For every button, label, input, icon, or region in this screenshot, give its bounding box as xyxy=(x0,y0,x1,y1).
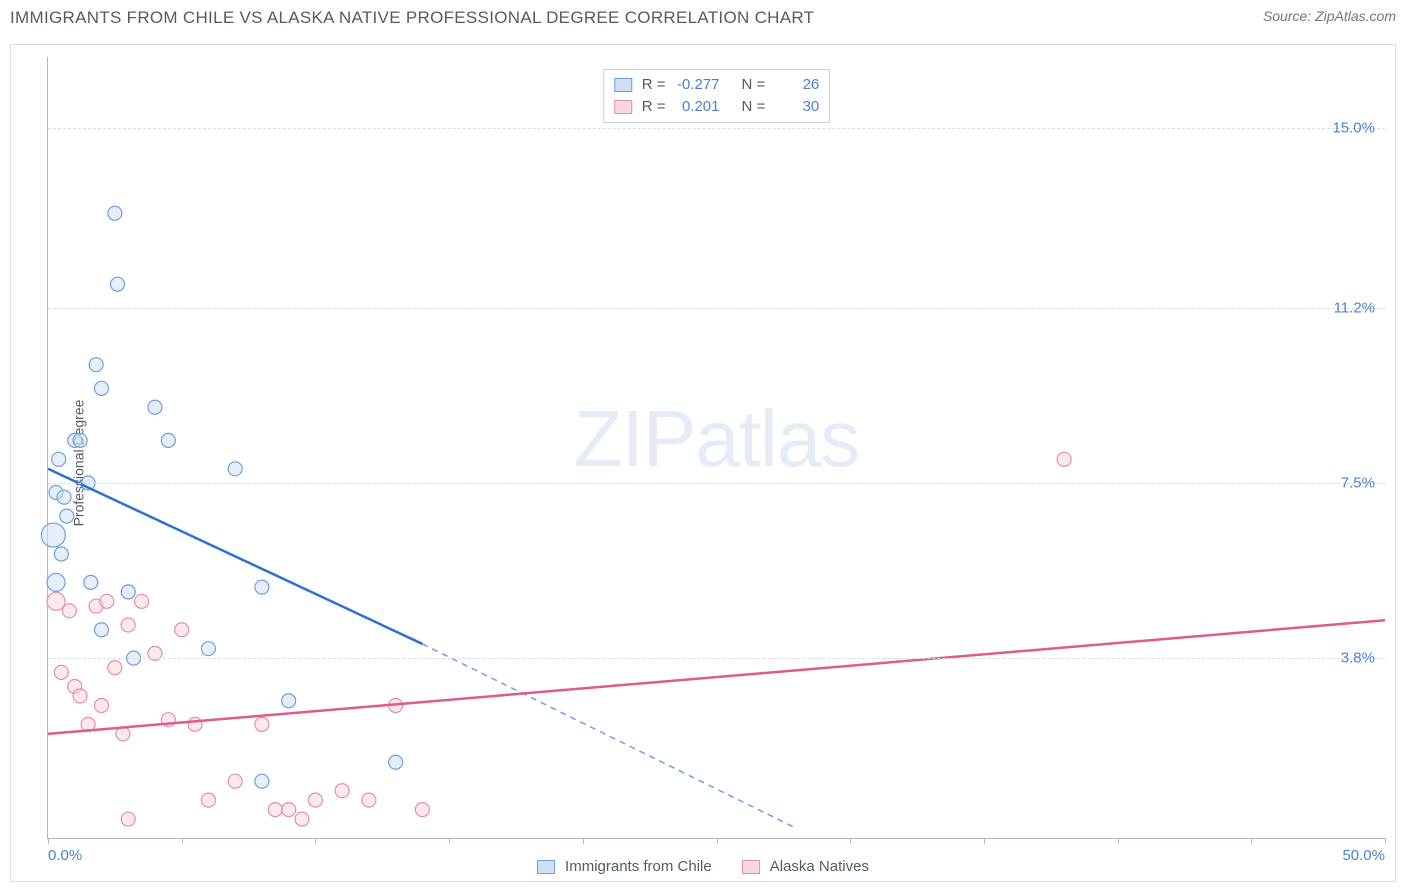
scatter-point-a xyxy=(57,490,71,504)
scatter-point-b xyxy=(94,698,108,712)
trend-line-a-solid xyxy=(48,469,422,644)
scatter-point-b xyxy=(62,604,76,618)
scatter-point-a xyxy=(54,547,68,561)
n-value-a: 26 xyxy=(771,74,819,96)
n-label: N = xyxy=(742,96,766,118)
scatter-point-b xyxy=(100,594,114,608)
swatch-series-b xyxy=(614,100,632,114)
x-tick xyxy=(1251,838,1252,844)
gridline-h xyxy=(48,658,1385,659)
scatter-point-b xyxy=(268,803,282,817)
scatter-point-b xyxy=(295,812,309,826)
scatter-point-b xyxy=(1057,452,1071,466)
y-tick-label: 7.5% xyxy=(1341,475,1375,492)
y-tick-label: 15.0% xyxy=(1332,120,1375,137)
x-tick xyxy=(1118,838,1119,844)
r-value-a: -0.277 xyxy=(672,74,720,96)
scatter-point-a xyxy=(255,580,269,594)
chart-container: Professional Degree ZIPatlas R = -0.277 … xyxy=(10,44,1396,882)
x-tick xyxy=(48,838,49,844)
source-label: Source: ZipAtlas.com xyxy=(1263,8,1396,24)
gridline-h xyxy=(48,128,1385,129)
x-tick xyxy=(984,838,985,844)
n-label: N = xyxy=(742,74,766,96)
chart-svg xyxy=(48,57,1385,838)
legend-bottom: Immigrants from Chile Alaska Natives xyxy=(537,858,869,875)
header-bar: IMMIGRANTS FROM CHILE VS ALASKA NATIVE P… xyxy=(0,0,1406,44)
scatter-point-b xyxy=(255,717,269,731)
plot-area: ZIPatlas R = -0.277 N = 26 R = 0.201 N =… xyxy=(47,57,1385,839)
scatter-point-a xyxy=(84,575,98,589)
x-tick-label-right: 50.0% xyxy=(1342,847,1385,864)
scatter-point-a xyxy=(201,642,215,656)
swatch-series-a xyxy=(614,78,632,92)
legend-item-b: Alaska Natives xyxy=(742,858,869,875)
trend-line-a-dash xyxy=(422,644,796,829)
scatter-point-a xyxy=(94,623,108,637)
scatter-point-a xyxy=(89,358,103,372)
gridline-h xyxy=(48,483,1385,484)
scatter-point-a xyxy=(52,452,66,466)
scatter-point-a xyxy=(282,694,296,708)
legend-stats-row-b: R = 0.201 N = 30 xyxy=(614,96,820,118)
x-tick xyxy=(850,838,851,844)
scatter-point-a xyxy=(47,573,65,591)
x-tick xyxy=(449,838,450,844)
n-value-b: 30 xyxy=(771,96,819,118)
scatter-point-a xyxy=(108,206,122,220)
scatter-point-b xyxy=(415,803,429,817)
scatter-point-a xyxy=(60,509,74,523)
scatter-point-b xyxy=(362,793,376,807)
x-tick xyxy=(315,838,316,844)
scatter-point-b xyxy=(108,661,122,675)
scatter-point-a xyxy=(111,277,125,291)
x-tick-label-left: 0.0% xyxy=(48,847,82,864)
y-tick-label: 11.2% xyxy=(1334,299,1375,316)
swatch-series-a-icon xyxy=(537,860,555,874)
chart-title: IMMIGRANTS FROM CHILE VS ALASKA NATIVE P… xyxy=(10,8,814,28)
legend-label-b: Alaska Natives xyxy=(770,858,869,875)
scatter-point-b xyxy=(47,592,65,610)
x-tick xyxy=(1385,838,1386,844)
r-value-b: 0.201 xyxy=(672,96,720,118)
scatter-point-a xyxy=(389,755,403,769)
scatter-point-a xyxy=(255,774,269,788)
scatter-point-b xyxy=(121,812,135,826)
gridline-h xyxy=(48,308,1385,309)
scatter-point-b xyxy=(175,623,189,637)
x-tick xyxy=(717,838,718,844)
legend-item-a: Immigrants from Chile xyxy=(537,858,712,875)
scatter-point-a xyxy=(41,523,65,547)
legend-stats-row-a: R = -0.277 N = 26 xyxy=(614,74,820,96)
scatter-point-a xyxy=(161,433,175,447)
scatter-point-a xyxy=(228,462,242,476)
scatter-point-b xyxy=(228,774,242,788)
legend-label-a: Immigrants from Chile xyxy=(565,858,712,875)
scatter-point-a xyxy=(73,433,87,447)
scatter-point-a xyxy=(94,381,108,395)
scatter-point-b xyxy=(73,689,87,703)
x-tick xyxy=(583,838,584,844)
scatter-point-a xyxy=(121,585,135,599)
scatter-point-b xyxy=(308,793,322,807)
scatter-point-b xyxy=(282,803,296,817)
scatter-point-b xyxy=(54,665,68,679)
scatter-point-b xyxy=(335,784,349,798)
scatter-point-b xyxy=(201,793,215,807)
scatter-point-b xyxy=(135,594,149,608)
r-label: R = xyxy=(642,74,666,96)
trend-line-b xyxy=(48,620,1385,734)
scatter-point-b xyxy=(188,717,202,731)
scatter-point-a xyxy=(148,400,162,414)
r-label: R = xyxy=(642,96,666,118)
legend-stats-box: R = -0.277 N = 26 R = 0.201 N = 30 xyxy=(603,69,831,123)
y-tick-label: 3.8% xyxy=(1341,650,1375,667)
swatch-series-b-icon xyxy=(742,860,760,874)
x-tick xyxy=(182,838,183,844)
scatter-point-b xyxy=(121,618,135,632)
